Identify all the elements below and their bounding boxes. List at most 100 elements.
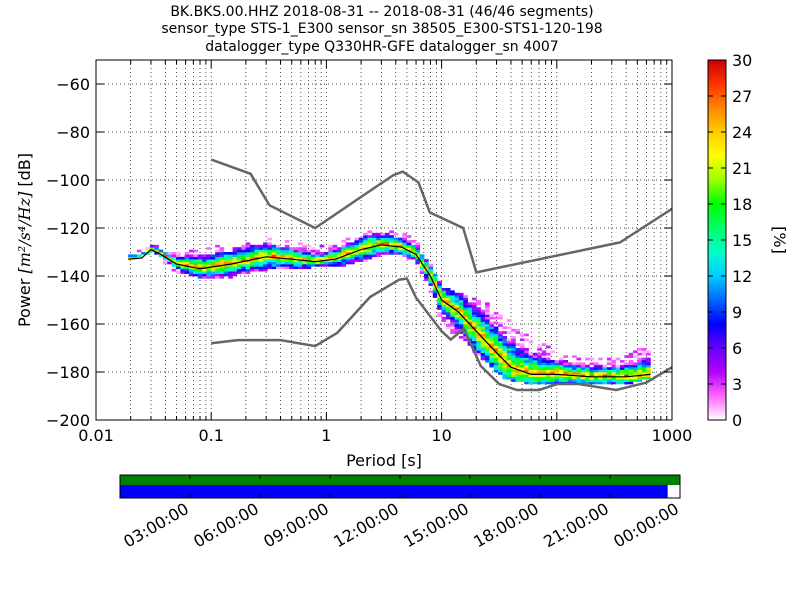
psd-cell bbox=[380, 235, 386, 238]
psd-cell bbox=[471, 343, 477, 346]
psd-median-curve bbox=[128, 244, 651, 378]
psd-cell bbox=[415, 252, 421, 255]
psd-cell bbox=[480, 348, 486, 351]
psd-cell bbox=[541, 357, 547, 361]
y-axis-label-prefix: Power bbox=[15, 274, 34, 327]
psd-cell bbox=[480, 333, 486, 337]
psd-cell bbox=[485, 326, 490, 330]
psd-cell bbox=[458, 319, 464, 322]
psd-cell bbox=[302, 252, 307, 255]
colorbar-tick-label: 24 bbox=[732, 123, 752, 142]
psd-cell bbox=[258, 252, 264, 255]
psd-cell bbox=[232, 256, 238, 260]
psd-cell bbox=[319, 244, 325, 248]
psd-cell bbox=[258, 266, 264, 270]
x-tick-label: 1000 bbox=[652, 426, 693, 445]
psd-cell bbox=[476, 331, 481, 334]
psd-cell bbox=[419, 266, 425, 270]
y-tick-label: −80 bbox=[56, 123, 90, 142]
psd-cell bbox=[602, 379, 608, 382]
psd-cell bbox=[485, 357, 490, 361]
psd-cell bbox=[506, 338, 512, 342]
psd-cell bbox=[524, 369, 529, 373]
psd-cell bbox=[411, 244, 416, 248]
psd-cell bbox=[411, 249, 416, 253]
colorbar: 0 3 6 9 12 15 18 21 24 27 30 [%] bbox=[707, 51, 789, 430]
psd-cell bbox=[254, 266, 259, 270]
psd-cell bbox=[537, 357, 542, 361]
psd-cell bbox=[424, 259, 429, 262]
psd-cell bbox=[406, 254, 412, 258]
psd-cell bbox=[384, 247, 390, 250]
psd-cell bbox=[476, 328, 481, 332]
psd-cell bbox=[476, 348, 481, 351]
psd-cell bbox=[559, 360, 564, 363]
psd-cell bbox=[267, 264, 273, 267]
psd-cell bbox=[267, 256, 273, 260]
psd-cell bbox=[515, 362, 521, 366]
psd-cell bbox=[175, 271, 181, 274]
psd-cell bbox=[541, 367, 547, 370]
psd-cell bbox=[545, 372, 551, 375]
psd-cell bbox=[424, 278, 429, 282]
psd-cell bbox=[276, 266, 281, 270]
psd-cell bbox=[445, 290, 451, 294]
psd-cell bbox=[358, 240, 364, 243]
psd-cell bbox=[480, 314, 486, 318]
psd-cell bbox=[236, 249, 242, 253]
psd-cell bbox=[424, 276, 429, 279]
psd-cell bbox=[358, 256, 364, 260]
psd-cell bbox=[541, 352, 547, 356]
psd-cell bbox=[263, 256, 268, 260]
psd-cell bbox=[563, 360, 569, 363]
psd-cell bbox=[384, 242, 390, 246]
psd-cell bbox=[376, 244, 381, 248]
psd-cell bbox=[450, 300, 455, 303]
psd-cell bbox=[358, 242, 364, 246]
psd-cell bbox=[493, 364, 499, 368]
psd-cell bbox=[489, 316, 495, 320]
psd-cell bbox=[171, 264, 177, 267]
psd-cell bbox=[493, 328, 499, 332]
psd-cell bbox=[515, 355, 521, 358]
psd-cell bbox=[406, 256, 412, 260]
psd-cell bbox=[358, 254, 364, 258]
psd-cell bbox=[428, 273, 434, 277]
psd-cell bbox=[263, 259, 268, 262]
psd-cell bbox=[480, 312, 486, 315]
psd-cell bbox=[524, 333, 529, 337]
psd-cell bbox=[223, 254, 229, 258]
psd-cell bbox=[450, 295, 455, 298]
psd-cell bbox=[236, 247, 242, 250]
psd-cell bbox=[602, 364, 608, 368]
psd-cell bbox=[411, 240, 416, 243]
psd-cell bbox=[232, 266, 238, 270]
psd-cell bbox=[175, 256, 181, 260]
psd-cell bbox=[184, 256, 190, 260]
psd-cell bbox=[228, 271, 233, 274]
psd-cell bbox=[493, 362, 499, 366]
psd-cell bbox=[193, 271, 199, 274]
psd-cell bbox=[450, 328, 455, 332]
psd-cell bbox=[302, 244, 307, 248]
psd-cell bbox=[485, 331, 490, 334]
psd-cell bbox=[506, 350, 512, 354]
psd-cell bbox=[358, 244, 364, 248]
psd-cell bbox=[162, 261, 168, 265]
psd-cell bbox=[149, 244, 155, 248]
psd-cell bbox=[458, 297, 464, 301]
psd-cell bbox=[171, 256, 177, 260]
psd-cell bbox=[545, 357, 551, 361]
psd-cell bbox=[471, 333, 477, 337]
psd-cell bbox=[428, 280, 434, 284]
psd-cell bbox=[197, 264, 203, 267]
psd-cell bbox=[345, 261, 351, 265]
psd-cell bbox=[485, 321, 490, 325]
psd-cell bbox=[524, 367, 529, 370]
psd-cell bbox=[267, 261, 273, 265]
psd-cell bbox=[354, 242, 360, 246]
psd-cell bbox=[524, 357, 529, 361]
psd-cell bbox=[489, 360, 495, 363]
psd-cell bbox=[519, 338, 525, 342]
psd-cell bbox=[380, 240, 386, 243]
